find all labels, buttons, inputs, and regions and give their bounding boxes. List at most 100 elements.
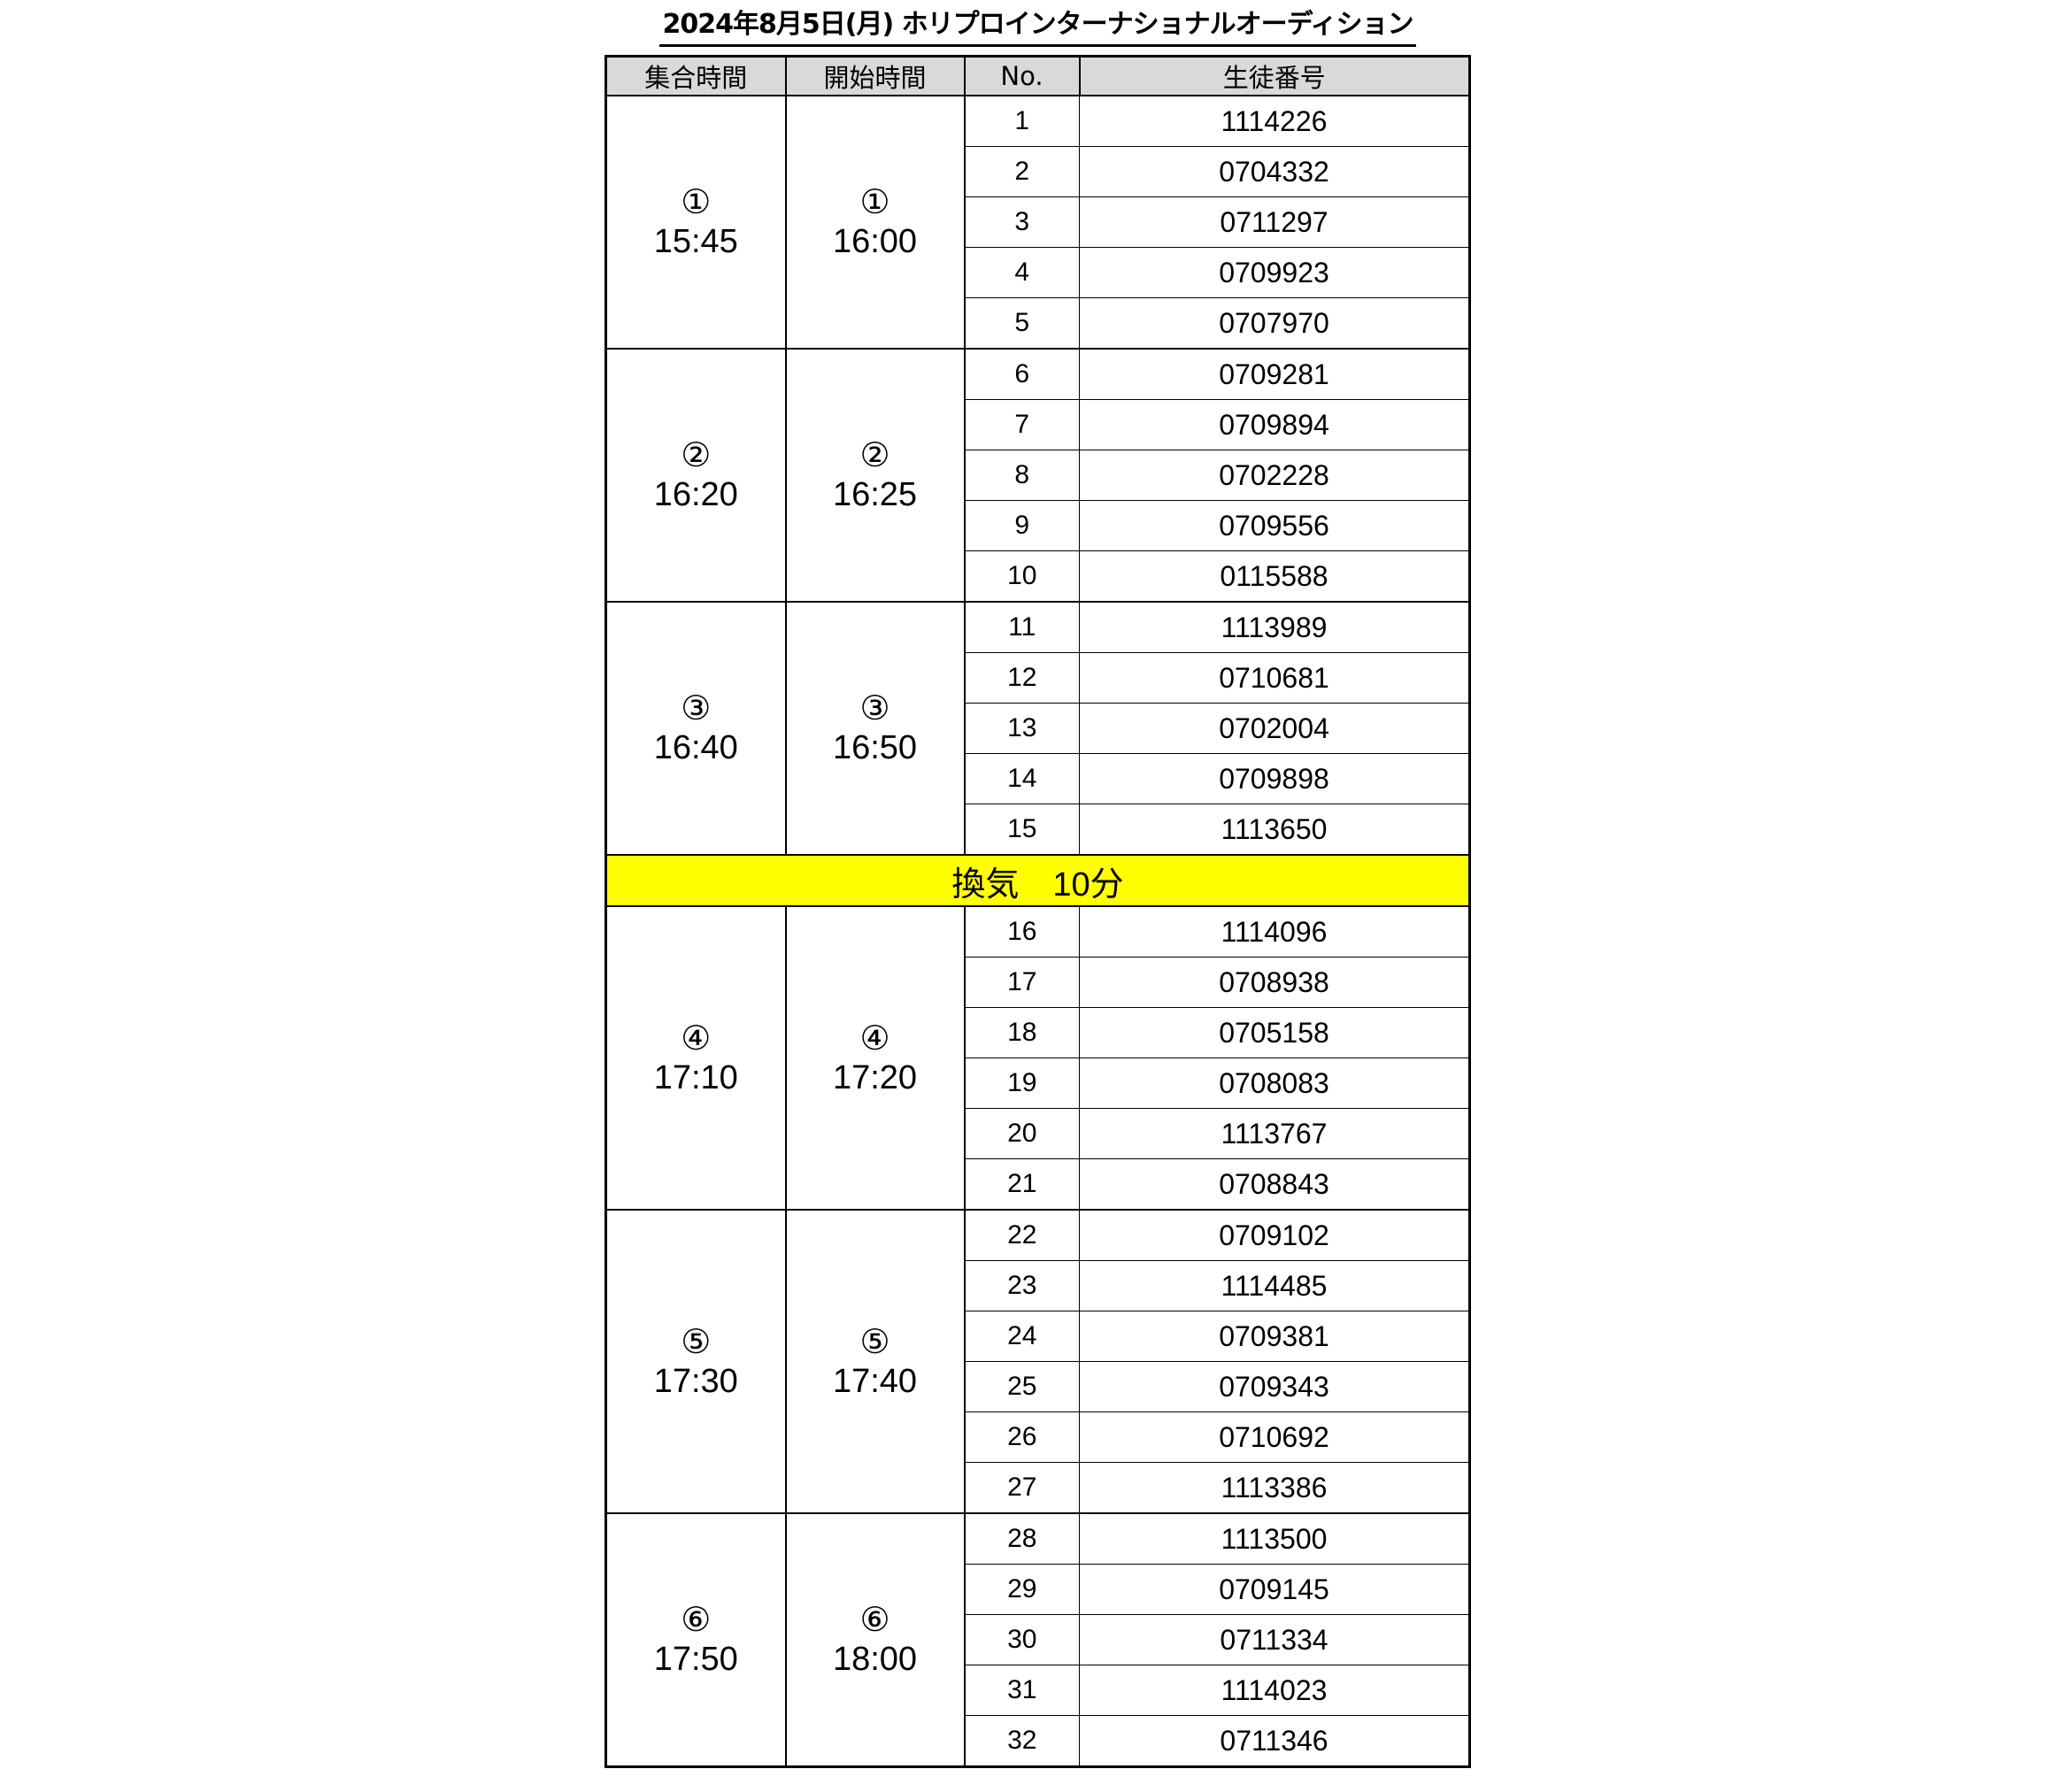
row-number: 11 (964, 601, 1080, 653)
break-label: 換気 10分 (605, 854, 1471, 907)
group-mark: ⑥ (859, 1602, 890, 1639)
group-mark: ④ (859, 1019, 890, 1058)
student-number: 0708083 (1079, 1058, 1470, 1109)
header-gather-time: 集合時間 (605, 55, 787, 96)
student-number: 0702228 (1079, 450, 1470, 501)
student-number: 0711297 (1079, 196, 1470, 248)
row-number: 31 (964, 1665, 1080, 1716)
row-number: 20 (964, 1108, 1080, 1159)
student-number: 1113386 (1079, 1462, 1470, 1514)
row-number: 12 (964, 652, 1080, 704)
header-no: No. (963, 55, 1081, 96)
student-number: 0711346 (1079, 1715, 1470, 1767)
table-row: 24 0709381 (606, 1311, 1470, 1362)
student-number: 0709894 (1079, 399, 1470, 450)
table-row: 23 1114485 (606, 1260, 1470, 1311)
start-time-cell: ① 16:00 (784, 95, 966, 350)
table-row: 31 1114023 (606, 1665, 1470, 1716)
row-number: 17 (964, 957, 1080, 1008)
start-time-cell: ⑤ 17:40 (784, 1209, 966, 1514)
start-time: 16:50 (832, 729, 918, 766)
row-number: 24 (964, 1311, 1080, 1362)
start-time-cell: ③ 16:50 (784, 601, 966, 856)
student-number: 0709102 (1079, 1209, 1470, 1261)
table-row: 15 1113650 (606, 804, 1470, 856)
gather-time-cell: ④ 17:10 (605, 905, 787, 1211)
group-mark: ⑤ (681, 1323, 712, 1361)
group-mark: ① (859, 184, 890, 221)
table-row: 29 0709145 (606, 1564, 1470, 1615)
student-number: 0115588 (1079, 550, 1470, 603)
group-mark: ① (681, 184, 712, 221)
document-title: 2024年8月5日(月) ホリプロインターナショナルオーディション (659, 7, 1416, 47)
gather-time-cell: ⑥ 17:50 (605, 1512, 787, 1768)
gather-time: 17:50 (653, 1641, 738, 1678)
row-number: 19 (964, 1058, 1080, 1109)
row-number: 15 (964, 804, 1080, 856)
table-row: 30 0711334 (606, 1614, 1470, 1665)
table-row: 13 0702004 (606, 703, 1470, 754)
group-mark: ② (859, 437, 890, 474)
student-number: 1113767 (1079, 1108, 1470, 1159)
table-row: 4 0709923 (606, 247, 1470, 298)
student-number: 0704332 (1079, 146, 1470, 197)
row-number: 5 (964, 297, 1080, 350)
gather-time: 16:40 (653, 729, 738, 766)
gather-time-cell: ① 15:45 (605, 95, 787, 350)
table-row: 27 1113386 (606, 1462, 1470, 1514)
table-row: ⑥ 17:50 ⑥ 18:00 28 1113500 (605, 1512, 1470, 1768)
student-number: 0702004 (1079, 703, 1470, 754)
student-number: 0709381 (1079, 1311, 1470, 1362)
schedule-table: 集合時間 開始時間 No. 生徒番号 ① 15:45 ① 16:00 1 1114226 2… (605, 55, 1471, 1768)
break-row: 換気 10分 (605, 854, 1471, 907)
start-time: 17:20 (832, 1058, 918, 1096)
row-number: 6 (964, 348, 1080, 400)
row-number: 16 (964, 905, 1080, 958)
row-number: 28 (964, 1512, 1080, 1565)
header-student-number: 生徒番号 (1078, 55, 1471, 96)
student-number: 0709923 (1079, 247, 1470, 298)
row-number: 30 (964, 1614, 1080, 1665)
table-row: 9 0709556 (606, 500, 1470, 551)
row-number: 29 (964, 1564, 1080, 1615)
student-number: 0709556 (1079, 500, 1470, 551)
start-time: 16:00 (832, 223, 918, 260)
row-number: 32 (964, 1715, 1080, 1767)
student-number: 0710681 (1079, 652, 1470, 704)
row-number: 8 (964, 450, 1080, 501)
table-row: ① 15:45 ① 16:00 1 1114226 (605, 95, 1470, 350)
group-mark: ⑤ (859, 1323, 890, 1361)
row-number: 1 (964, 95, 1080, 147)
gather-time: 17:30 (653, 1362, 738, 1400)
table-row: ④ 17:10 ④ 17:20 16 1114096 (605, 905, 1470, 1211)
table-row: 32 0711346 (606, 1715, 1470, 1767)
gather-time: 15:45 (653, 223, 738, 260)
group-mark: ④ (681, 1019, 712, 1058)
student-number: 0709281 (1079, 348, 1470, 400)
table-row: 14 0709898 (606, 753, 1470, 804)
table-row: 18 0705158 (606, 1007, 1470, 1058)
table-row: ② 16:20 ② 16:25 6 0709281 (605, 348, 1470, 603)
table-row: ⑤ 17:30 ⑤ 17:40 22 0709102 (605, 1209, 1470, 1514)
student-number: 0711334 (1079, 1614, 1470, 1665)
gather-time-cell: ③ 16:40 (605, 601, 787, 856)
row-number: 21 (964, 1158, 1080, 1211)
student-number: 0709898 (1079, 753, 1470, 804)
student-number: 1113989 (1079, 601, 1470, 653)
row-number: 3 (964, 196, 1080, 248)
student-number: 1113650 (1079, 804, 1470, 856)
start-time-cell: ② 16:25 (784, 348, 966, 603)
student-number: 0705158 (1079, 1007, 1470, 1058)
start-time: 16:25 (832, 476, 918, 513)
row-number: 26 (964, 1411, 1080, 1463)
group-mark: ② (681, 437, 712, 474)
student-number: 1114023 (1079, 1665, 1470, 1716)
row-number: 22 (964, 1209, 1080, 1261)
row-number: 2 (964, 146, 1080, 197)
table-row: 10 0115588 (606, 550, 1470, 603)
table-row: 12 0710681 (606, 652, 1470, 704)
student-number: 0708843 (1079, 1158, 1470, 1211)
row-number: 7 (964, 399, 1080, 450)
student-number: 0707970 (1079, 297, 1470, 350)
gather-time: 16:20 (653, 476, 738, 513)
